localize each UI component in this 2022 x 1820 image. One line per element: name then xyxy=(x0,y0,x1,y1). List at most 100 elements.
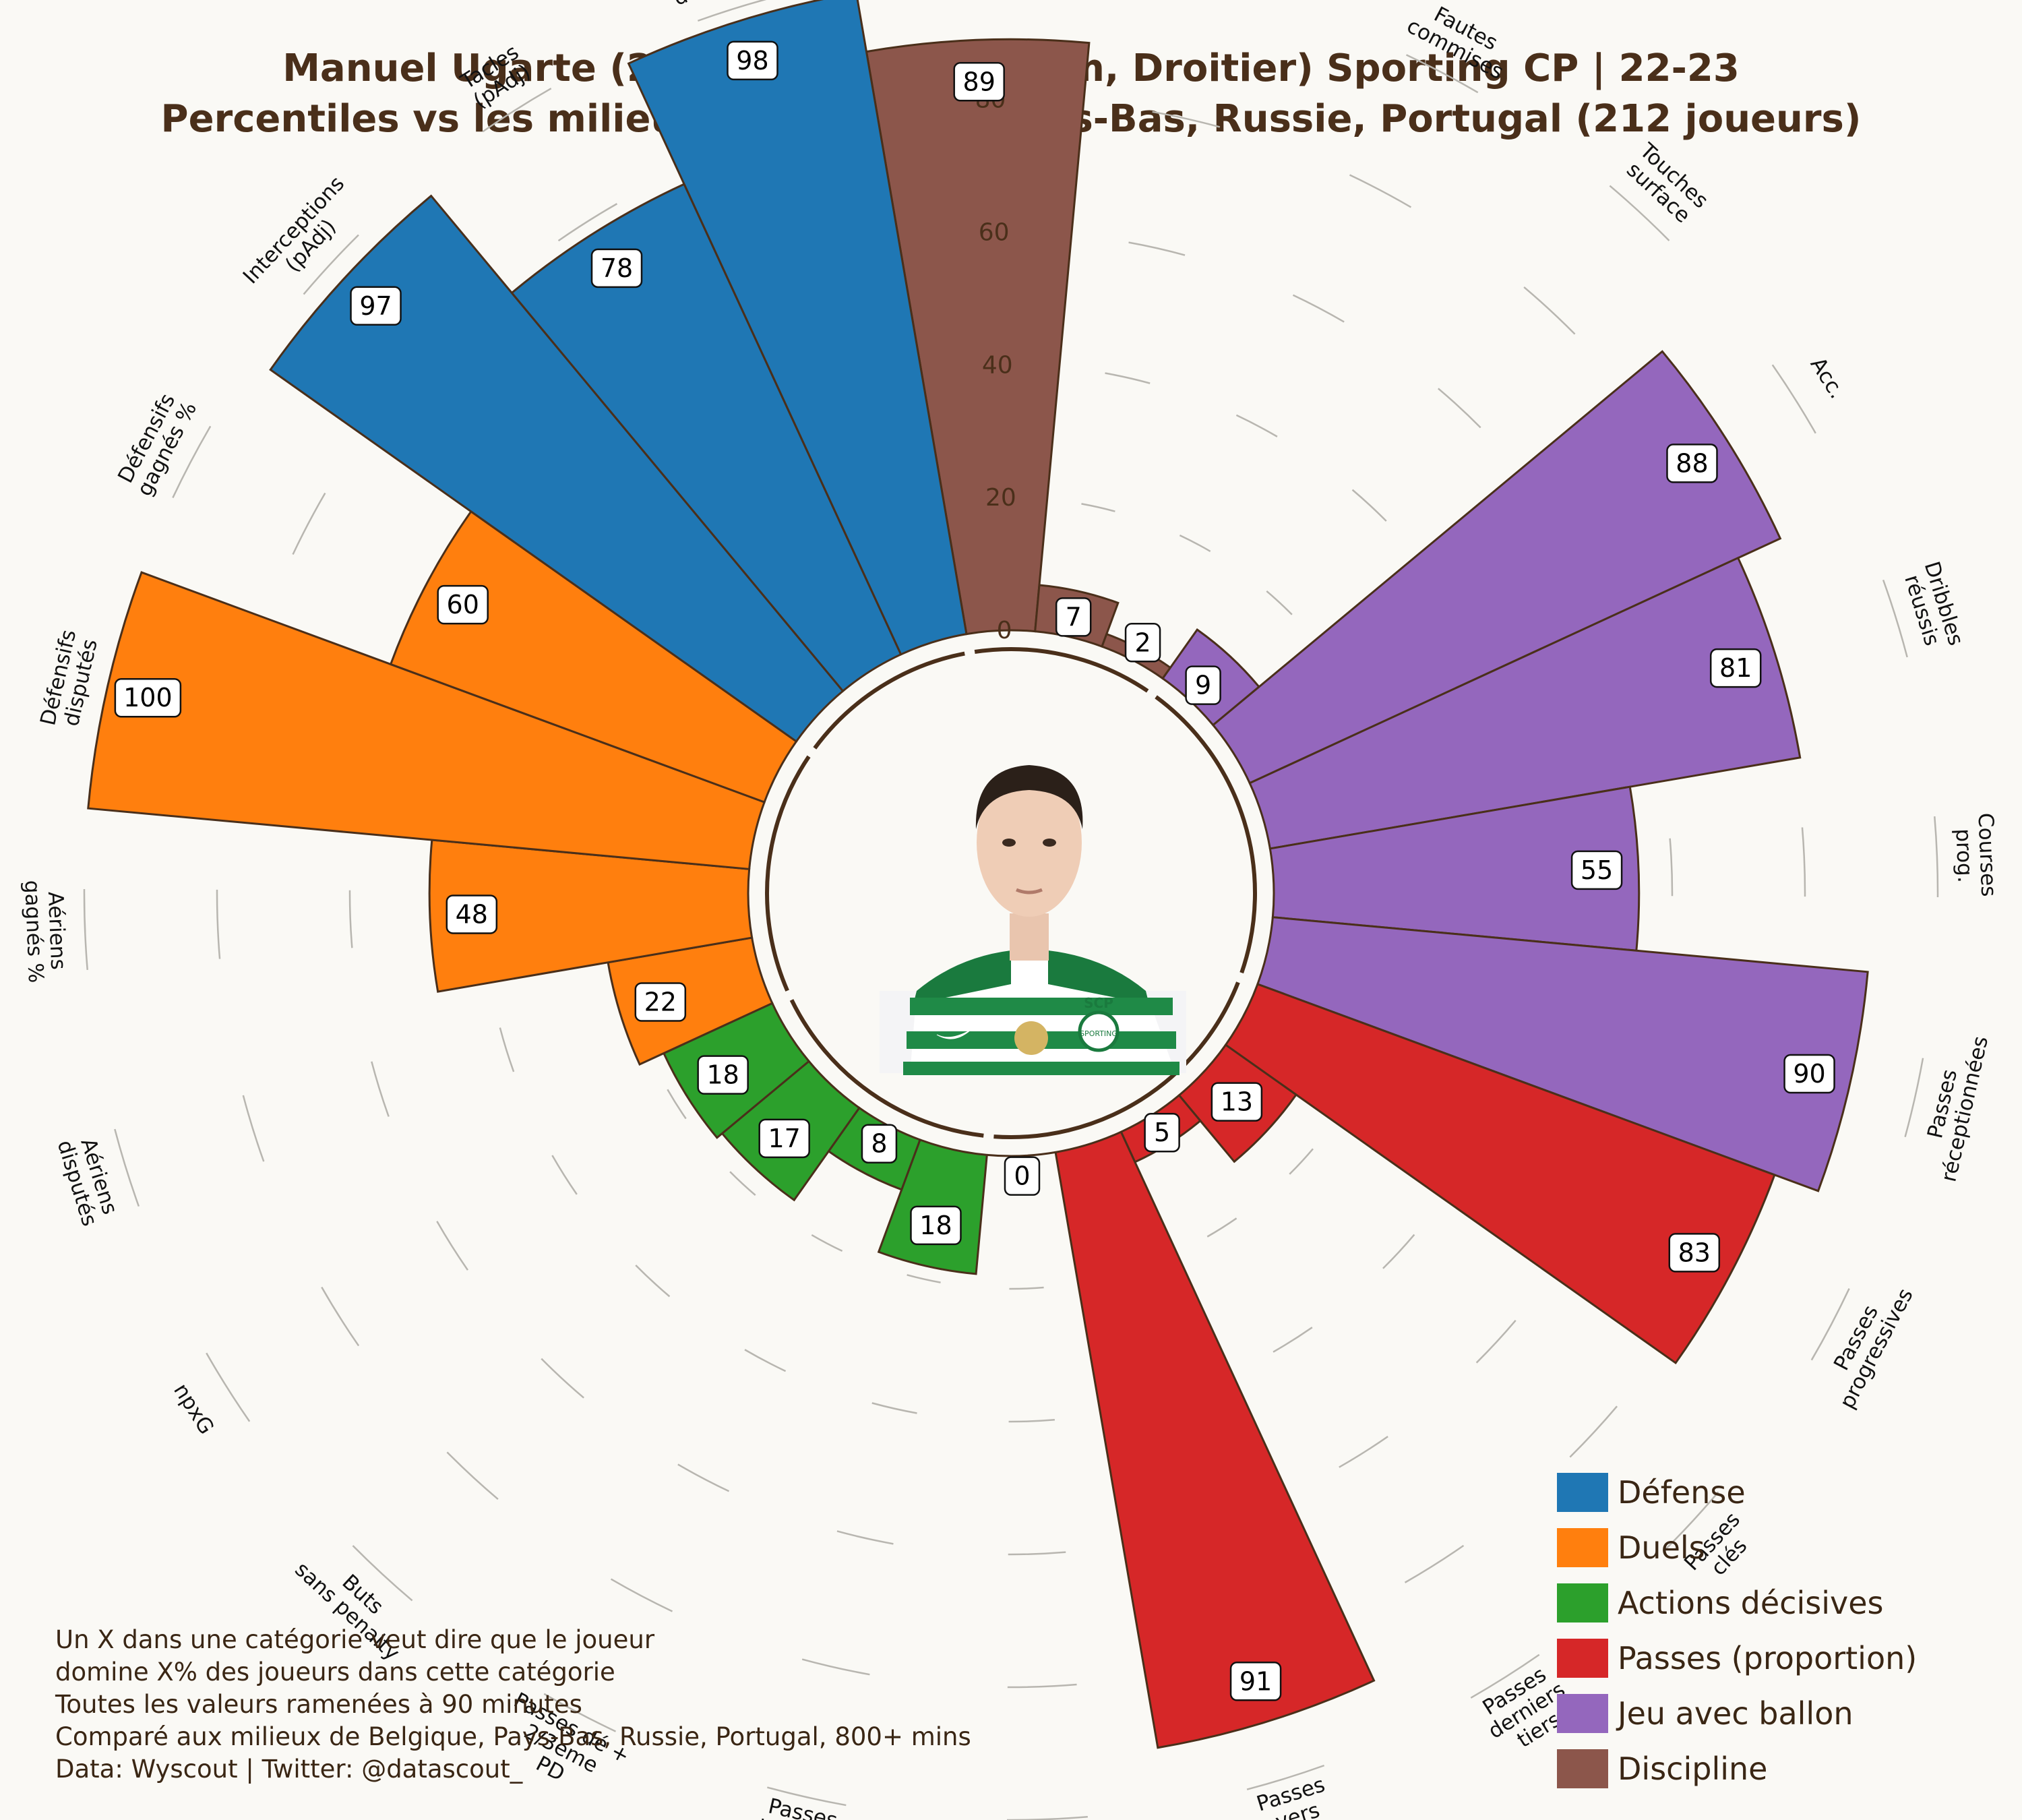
jersey-shoulder-right xyxy=(1048,950,1149,1004)
grid-dash xyxy=(1669,838,1674,897)
value-label-8: 83 xyxy=(1668,1233,1721,1273)
value-label-text: 17 xyxy=(768,1124,801,1153)
tick-0: 0 xyxy=(997,617,1012,644)
group-arc-defense xyxy=(813,651,965,750)
grid-dash xyxy=(1523,286,1576,335)
bar-6 xyxy=(1268,785,1641,952)
footnote-line-1: domine X% des joueurs dans cette catégor… xyxy=(55,1658,615,1687)
value-label-10: 5 xyxy=(1144,1112,1180,1153)
grid-dash xyxy=(871,1402,917,1414)
footnote-line-0: Un X dans une catégorie veut dire que le… xyxy=(55,1625,655,1654)
value-label-19: 100 xyxy=(114,677,182,718)
bar-18 xyxy=(428,839,754,993)
group-arc-passes xyxy=(993,981,1240,1139)
value-label-16: 18 xyxy=(697,1055,749,1095)
value-label-5: 81 xyxy=(1709,648,1762,688)
value-label-text: 0 xyxy=(1014,1161,1030,1191)
value-label-text: 2 xyxy=(1134,628,1151,657)
grid-dash xyxy=(543,1693,617,1732)
value-label-0: 89 xyxy=(953,62,1005,102)
value-label-4: 88 xyxy=(1666,444,1718,483)
hair xyxy=(975,765,1083,829)
legend-swatch-passes xyxy=(1557,1639,1608,1678)
value-label-text: 9 xyxy=(1195,671,1211,700)
value-label-box xyxy=(1229,1662,1282,1701)
grid-dash xyxy=(446,1451,499,1500)
value-label-box xyxy=(1666,444,1718,483)
legend-swatch-defense xyxy=(1557,1473,1608,1512)
grid-dash xyxy=(114,1128,140,1207)
category-label-line: gagnés % xyxy=(20,880,48,983)
grid-dash xyxy=(1663,1491,1719,1552)
value-label-22: 78 xyxy=(590,248,643,289)
legend-label-duels: Duels xyxy=(1618,1529,1705,1566)
value-label-2: 2 xyxy=(1124,623,1161,663)
grid-dash xyxy=(1934,816,1939,898)
grid-dash xyxy=(1801,827,1806,897)
grid-dash xyxy=(1266,590,1293,615)
grid-dash xyxy=(557,203,618,242)
grid-dash xyxy=(1246,1764,1325,1790)
grid-dash xyxy=(242,1095,265,1162)
grid-dash xyxy=(610,1578,673,1612)
footnote-line-4: Data: Wyscout | Twitter: @datascout_ xyxy=(55,1755,523,1784)
grid-dash xyxy=(216,889,221,959)
value-label-18: 48 xyxy=(446,894,498,934)
grid-dash xyxy=(1007,1683,1077,1689)
value-label-text: 98 xyxy=(736,46,768,75)
grid-dash xyxy=(1009,1286,1044,1290)
group-arc-ballon xyxy=(1155,695,1257,974)
tick-40: 40 xyxy=(982,351,1013,379)
bar-5 xyxy=(1248,556,1802,850)
player-photo: SCP SPORTING xyxy=(880,765,1186,1075)
value-label-box xyxy=(727,40,778,81)
legend: Défense Duels Actions décisives Passes (pro… xyxy=(1557,1473,1917,1788)
group-arc-discipline xyxy=(974,647,1149,693)
footnote-line-3: Comparé aux milieux de Belgique, Pays-Ba… xyxy=(55,1722,971,1751)
value-label-box xyxy=(758,1118,810,1159)
jersey-stripe-3 xyxy=(903,1062,1180,1075)
grid-dash xyxy=(1008,1419,1055,1423)
value-label-text: 60 xyxy=(447,590,479,619)
value-label-text: 88 xyxy=(1676,448,1708,478)
grid-dash xyxy=(635,1265,671,1298)
value-label-box xyxy=(590,248,643,289)
value-label-text: 22 xyxy=(644,988,677,1017)
grid-dash xyxy=(1470,1654,1540,1699)
grid-dash xyxy=(1609,185,1670,241)
category-label-line: prog. xyxy=(1951,828,1977,884)
legend-label-actions: Actions décisives xyxy=(1618,1585,1883,1621)
value-label-7: 90 xyxy=(1783,1054,1835,1094)
jersey-shoulder-left xyxy=(913,950,1011,1004)
value-label-11: 91 xyxy=(1229,1662,1282,1701)
grid-dash xyxy=(1475,1320,1516,1364)
jersey-stripe-1 xyxy=(910,998,1173,1015)
value-label-box xyxy=(1055,597,1092,637)
value-label-text: 83 xyxy=(1678,1238,1711,1267)
grid-dash xyxy=(1339,1436,1388,1468)
bar-4 xyxy=(1211,350,1782,785)
grid-dash xyxy=(1008,1551,1066,1556)
grid-dash xyxy=(677,1463,730,1492)
value-label-14: 8 xyxy=(861,1124,898,1163)
value-label-13: 18 xyxy=(910,1205,962,1246)
value-label-text: 5 xyxy=(1154,1118,1170,1147)
grid-dash xyxy=(321,1286,360,1347)
group-arc-duels xyxy=(765,755,811,992)
club-crest-icon xyxy=(1078,1010,1120,1052)
value-label-box xyxy=(1709,648,1762,688)
grid-dash xyxy=(1810,1287,1850,1361)
grid-dash xyxy=(1081,503,1115,512)
grid-dash xyxy=(744,1349,787,1372)
grid-dash xyxy=(836,1530,894,1545)
legend-label-ballon: Jeu avec ballon xyxy=(1616,1695,1854,1732)
grid-dash xyxy=(172,425,212,499)
value-label-20: 60 xyxy=(437,584,489,625)
value-label-9: 13 xyxy=(1211,1082,1263,1122)
grid-dash xyxy=(801,1658,870,1676)
grid-dash xyxy=(1292,294,1345,323)
brand-swoosh-icon xyxy=(936,1029,971,1039)
grid-dash xyxy=(303,234,359,295)
bar-21 xyxy=(269,194,845,744)
